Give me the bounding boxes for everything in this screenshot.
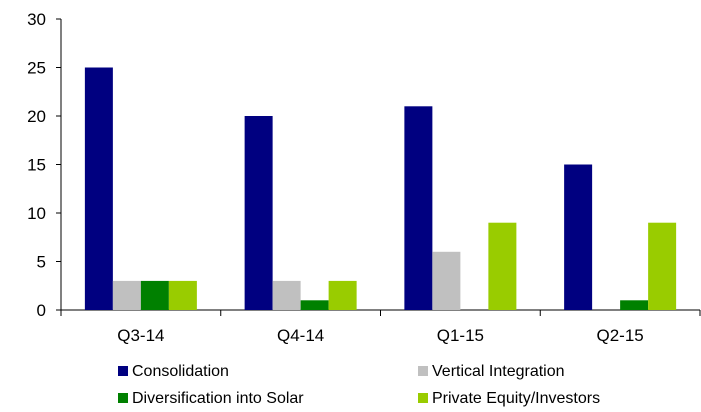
x-axis: Q3-14 Q4-14 Q1-15 Q2-15 [61,310,700,345]
legend-label: Vertical Integration [432,363,565,380]
y-tick-label: 10 [27,204,46,223]
y-tick-label: 30 [27,10,46,29]
y-tick-label: 15 [27,156,46,175]
x-tick-label: Q4-14 [277,326,324,345]
bar [432,252,460,310]
bar [273,281,301,310]
legend-swatch [118,393,128,403]
y-tick-label: 25 [27,59,46,78]
y-tick-label: 20 [27,107,46,126]
y-axis: 0 5 10 15 20 25 30 [27,10,61,320]
legend-swatch [418,366,428,376]
x-tick-label: Q3-14 [117,326,164,345]
legend-swatch [418,393,428,403]
bar [141,281,169,310]
bar [85,68,113,311]
legend-label: Diversification into Solar [132,390,304,407]
legend: Consolidation Vertical Integration Diversi… [118,363,600,407]
bar [648,223,676,310]
bar [488,223,516,310]
bar [620,300,648,310]
bar [169,281,197,310]
y-tick-label: 5 [37,253,46,272]
bar [329,281,357,310]
y-tick-label: 0 [37,301,46,320]
x-tick-label: Q2-15 [597,326,644,345]
bar [404,106,432,310]
legend-swatch [118,366,128,376]
bar [245,116,273,310]
bar [301,300,329,310]
x-tick-label: Q1-15 [437,326,484,345]
legend-label: Private Equity/Investors [432,390,600,407]
bars [85,68,676,311]
bar [564,165,592,311]
bar [113,281,141,310]
legend-label: Consolidation [132,363,229,380]
